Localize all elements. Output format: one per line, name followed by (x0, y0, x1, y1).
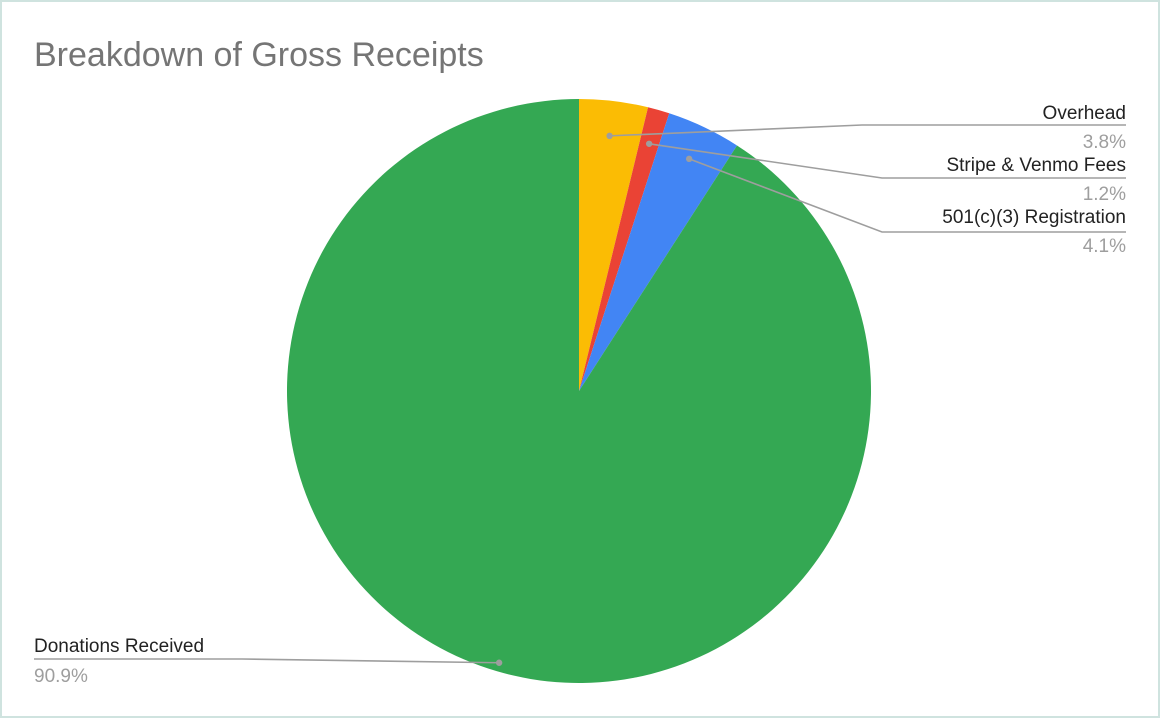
pie-slice-overhead (579, 99, 649, 391)
slice-label-donations-received: Donations Received (34, 636, 204, 657)
pie-slice-stripe-venmo-fees (579, 107, 670, 391)
chart-title: Breakdown of Gross Receipts (34, 36, 484, 74)
leader-line-501-c-3-registration (688, 158, 1126, 233)
slice-label-overhead: Overhead (1043, 103, 1126, 124)
slice-percent-donations-received: 90.9% (34, 666, 88, 687)
leader-line-donations-received (34, 658, 500, 664)
slice-label-stripe-venmo-fees: Stripe & Venmo Fees (946, 155, 1126, 176)
slice-labels: Overhead 3.8%Stripe & Venmo Fees 1.2%501(c… (34, 103, 1126, 687)
leader-dot-overhead (606, 132, 613, 140)
leader-lines (34, 124, 1126, 666)
pie-slice-501-c-3-registration (579, 113, 738, 391)
pie-slice-donations-received (286, 99, 871, 684)
leader-dot-stripe-venmo-fees (645, 140, 653, 147)
slice-percent-stripe-venmo-fees: 1.2% (1083, 184, 1126, 205)
slice-label-501-c-3-registration: 501(c)(3) Registration (942, 207, 1126, 228)
pie-slices (286, 99, 871, 684)
leader-dot-donations-received (495, 659, 503, 666)
slice-percent-501-c-3-registration: 4.1% (1083, 236, 1126, 257)
leader-line-overhead (609, 124, 1126, 137)
slice-percent-overhead: 3.8% (1083, 132, 1126, 153)
leader-line-stripe-venmo-fees (649, 143, 1126, 179)
leader-dot-501-c-3-registration (685, 155, 693, 163)
